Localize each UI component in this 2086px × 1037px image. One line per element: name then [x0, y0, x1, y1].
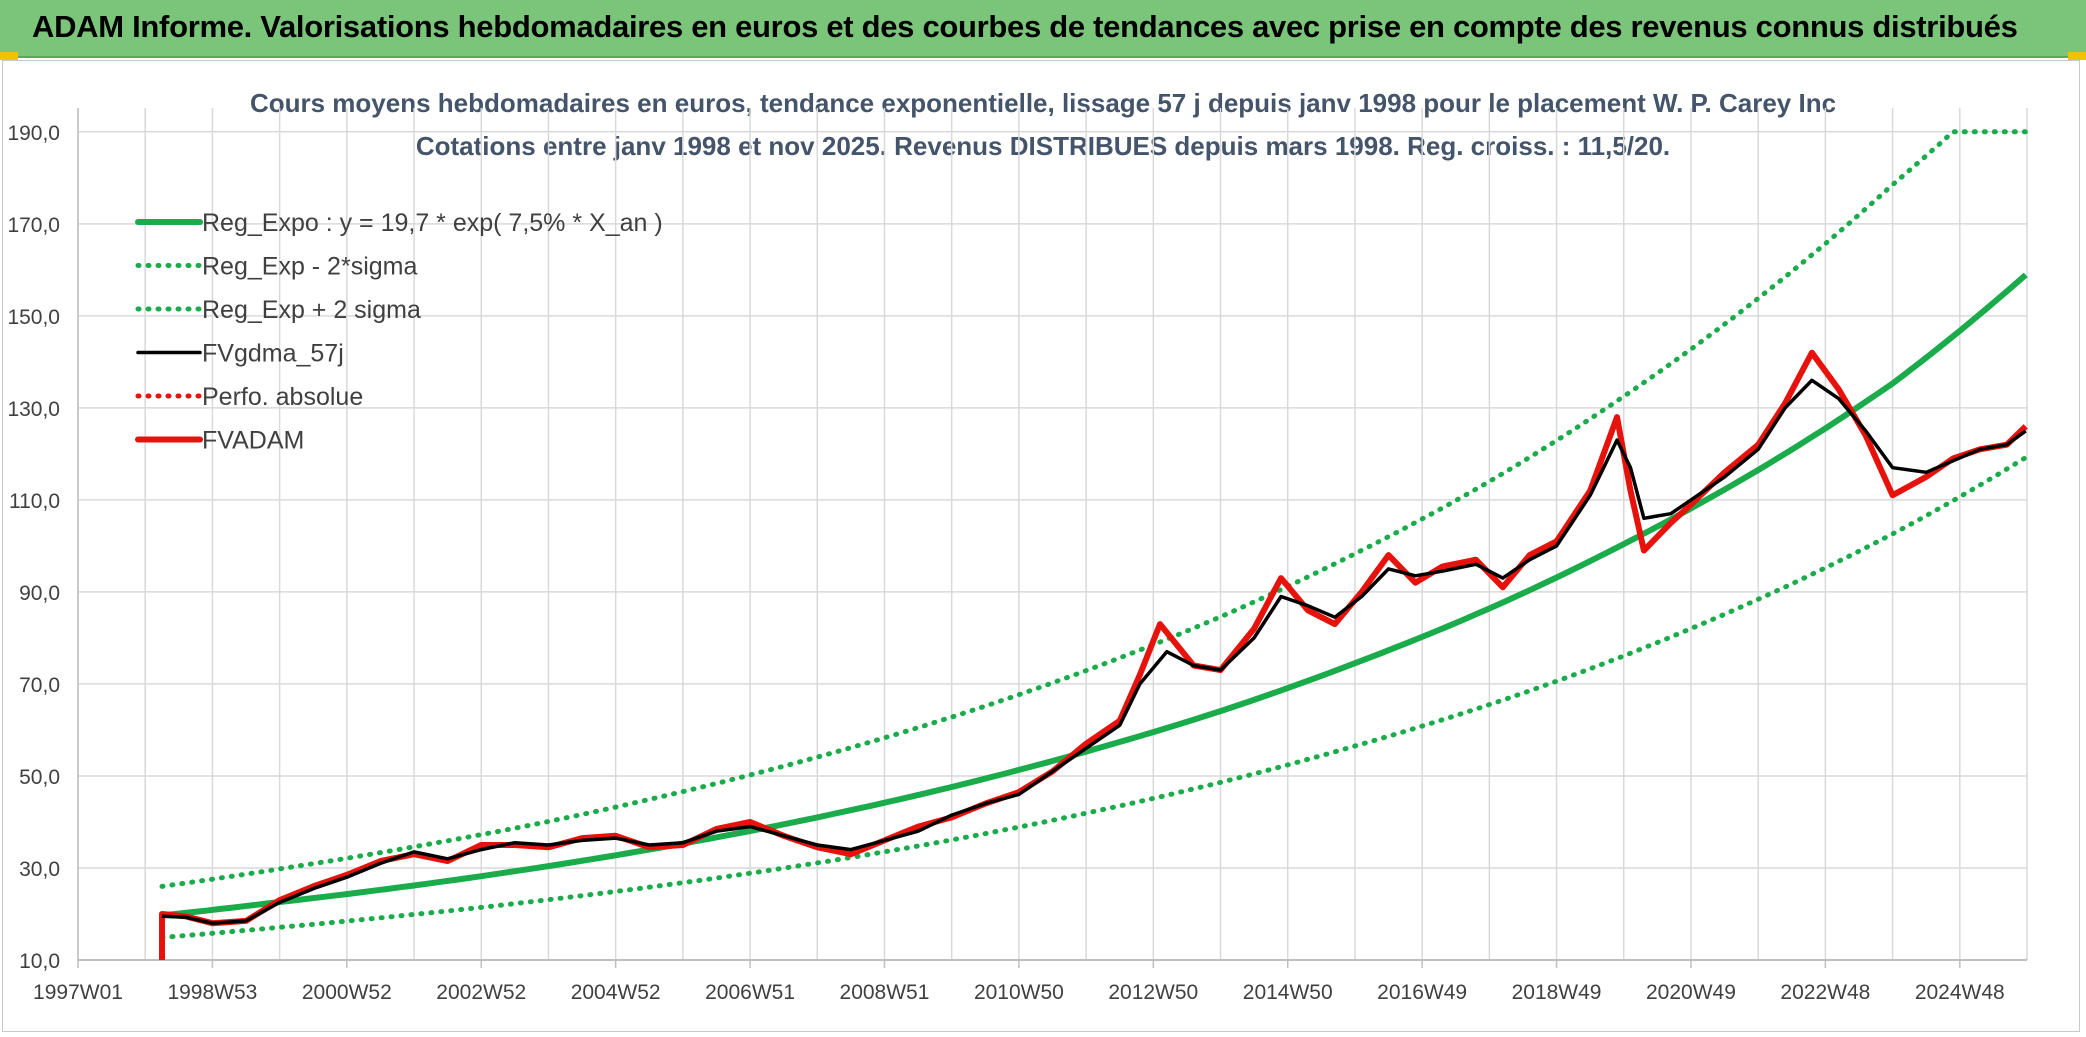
legend-label: FVgdma_57j [202, 340, 344, 368]
chart-title: Cours moyens hebdomadaires en euros, ten… [250, 88, 1836, 118]
x-tick-label: 2002W52 [436, 981, 526, 1004]
x-tick-label: 2010W50 [974, 981, 1064, 1004]
corner-marker-left [0, 52, 18, 60]
series-line-reg-exp-2-sigma [159, 455, 2029, 940]
series-line-fvgdma-57j [161, 378, 2027, 925]
y-tick-label: 70,0 [19, 674, 60, 697]
legend-label: FVADAM [202, 427, 304, 455]
y-tick-label: 130,0 [7, 398, 60, 421]
x-tick-label: 2004W52 [571, 981, 661, 1004]
series-line-reg-exp-2-sigma [159, 129, 2029, 889]
legend-label: Reg_Exp - 2*sigma [202, 253, 417, 281]
x-tick-label: 2008W51 [840, 981, 930, 1004]
x-tick-label: 2014W50 [1243, 981, 1333, 1004]
y-tick-label: 10,0 [19, 950, 60, 973]
x-tick-label: 2022W48 [1780, 981, 1870, 1004]
chart-subtitle: Cotations entre janv 1998 et nov 2025. R… [416, 131, 1670, 161]
series-line-reg-expo-y-19-7-exp-7-5-x-an [161, 272, 2028, 919]
x-axis: 1997W01 1998W53 2000W52 2002W52 2004W52 2006W… [33, 959, 2027, 1004]
legend-label: Perfo. absolue [202, 383, 363, 411]
y-tick-label: 30,0 [19, 858, 60, 881]
x-tick-label: 1997W01 [33, 981, 123, 1004]
x-tick-label: 2012W50 [1108, 981, 1198, 1004]
legend: Reg_Expo : y = 19,7 * exp( 7,5% * X_an )… [135, 209, 663, 455]
series-line-fvadam [159, 349, 2028, 960]
x-tick-label: 2018W49 [1512, 981, 1602, 1004]
legend-label: Reg_Expo : y = 19,7 * exp( 7,5% * X_an ) [202, 209, 663, 237]
x-tick-label: 1998W53 [167, 981, 257, 1004]
header-title: ADAM Informe. Valorisations hebdomadaire… [32, 9, 2018, 44]
y-tick-label: 110,0 [9, 490, 60, 513]
x-tick-label: 2016W49 [1377, 981, 1467, 1004]
y-tick-label: 90,0 [19, 582, 60, 605]
corner-marker-right [2068, 52, 2086, 60]
header-bar: ADAM Informe. Valorisations hebdomadaire… [0, 0, 2086, 58]
chart-grid [77, 108, 2028, 961]
legend-label: Reg_Exp + 2 sigma [202, 296, 421, 324]
x-tick-label: 2024W48 [1915, 981, 2005, 1004]
x-tick-label: 2006W51 [705, 981, 795, 1004]
y-tick-label: 50,0 [19, 766, 60, 789]
x-tick-label: 2020W49 [1646, 981, 1736, 1004]
plot-area [159, 129, 2029, 960]
y-tick-label: 150,0 [7, 306, 60, 329]
y-tick-label: 170,0 [7, 214, 60, 237]
x-tick-label: 2000W52 [302, 981, 392, 1004]
y-tick-label: 190,0 [7, 122, 60, 145]
chart-frame [2, 60, 2080, 1032]
y-axis: 10,0 30,0 50,0 70,0 90,0 110,0 130,0 150,0 170,0… [7, 108, 79, 973]
